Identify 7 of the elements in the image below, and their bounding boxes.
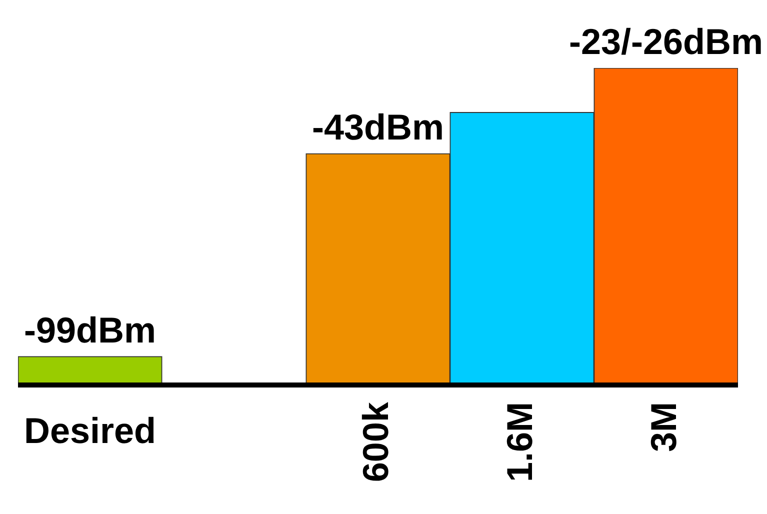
annotation: -43dBm — [312, 106, 444, 148]
x-tick-label: 1.6M — [498, 402, 540, 482]
x-tick-label: Desired — [24, 410, 156, 451]
x-tick-label: 600k — [354, 401, 396, 482]
x-tick-label: 3M — [642, 402, 684, 452]
annotation: -99dBm — [24, 309, 156, 350]
annotation: -23/-26dBm — [568, 20, 764, 62]
